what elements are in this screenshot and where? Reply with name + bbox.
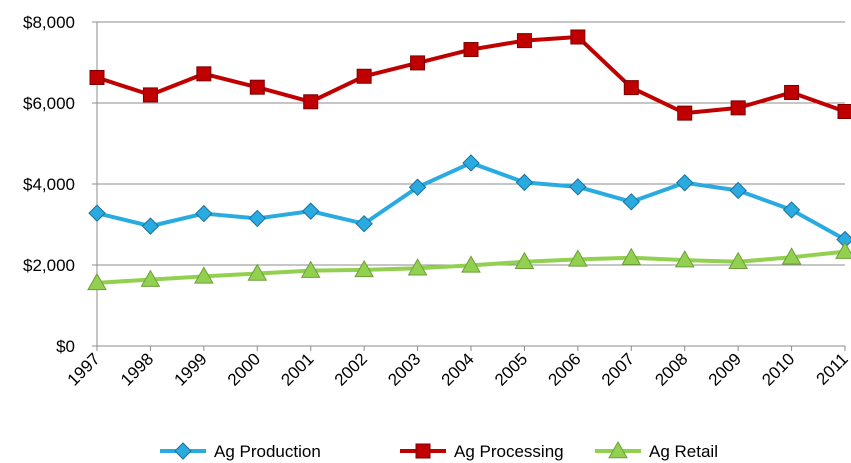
data-point	[89, 69, 105, 85]
data-point	[782, 201, 801, 219]
series-ag-retail	[87, 241, 851, 291]
data-point	[141, 217, 160, 235]
data-point	[515, 173, 534, 192]
x-tick-label: 2005	[491, 349, 531, 389]
data-point	[140, 269, 161, 287]
data-point	[676, 174, 694, 192]
data-point	[461, 255, 481, 273]
data-point	[677, 105, 693, 121]
data-point	[249, 79, 265, 95]
x-tick-label: 1998	[117, 349, 157, 389]
data-point	[730, 100, 746, 116]
data-point	[407, 258, 428, 276]
x-tick-label: 1999	[171, 349, 211, 389]
legend-item: Ag Processing	[400, 442, 564, 461]
gridlines	[97, 21, 845, 266]
legend-label: Ag Processing	[454, 442, 564, 461]
x-tick-label: 2007	[598, 349, 638, 389]
data-point	[728, 251, 749, 270]
data-point	[248, 209, 266, 228]
data-point	[356, 68, 372, 84]
data-point	[196, 66, 212, 82]
data-point	[462, 154, 480, 172]
data-point	[302, 202, 320, 220]
data-point	[781, 247, 802, 265]
x-tick-label: 2003	[384, 349, 424, 389]
x-tick-label: 2001	[277, 349, 317, 389]
y-tick-label: $0	[56, 337, 75, 356]
x-tick-label: 2006	[545, 349, 585, 389]
series-line	[96, 160, 846, 242]
data-point	[837, 104, 851, 120]
data-point	[570, 29, 586, 45]
series-layer	[87, 29, 851, 291]
y-tick-label: $4,000	[23, 175, 75, 194]
data-point	[355, 214, 373, 233]
data-point	[87, 272, 107, 291]
data-point	[784, 84, 800, 100]
data-point	[195, 204, 213, 223]
legend-swatch-marker	[608, 440, 628, 459]
data-point	[567, 249, 588, 267]
data-point	[193, 266, 214, 284]
data-point	[408, 178, 427, 196]
x-tick-label: 2004	[438, 349, 478, 389]
data-point	[410, 55, 426, 71]
y-axis: $0 $2,000 $4,000 $6,000 $8,000	[23, 13, 98, 356]
data-point	[247, 263, 268, 281]
data-point	[142, 87, 158, 103]
data-point	[569, 178, 587, 196]
data-point	[300, 260, 321, 278]
data-point	[463, 42, 479, 58]
legend-label: Ag Production	[214, 442, 321, 461]
x-tick-label: 2000	[224, 349, 264, 389]
data-point	[835, 241, 851, 259]
data-point	[621, 247, 642, 265]
data-point	[623, 80, 639, 96]
legend-swatch-marker	[174, 442, 192, 460]
data-point	[674, 250, 695, 268]
series-ag-production	[88, 154, 851, 249]
data-point	[88, 204, 106, 222]
x-tick-label: 2009	[705, 349, 745, 389]
series-ag-processing	[89, 29, 851, 121]
legend-item: Ag Production	[160, 442, 321, 461]
x-axis: 1997 1998 1999 2000 2001 2002 2003 2004 2005 2006…	[64, 345, 851, 390]
legend-label: Ag Retail	[649, 442, 718, 461]
x-tick-label: 2010	[758, 349, 798, 389]
x-tick-label: 2008	[651, 349, 691, 389]
legend-item: Ag Retail	[595, 440, 718, 461]
y-tick-label: $2,000	[23, 256, 75, 275]
legend: Ag Production Ag Processing Ag Retail	[160, 440, 718, 461]
data-point	[514, 251, 535, 270]
x-tick-label: 2011	[813, 349, 851, 388]
x-tick-label: 2002	[331, 349, 371, 389]
legend-swatch-marker	[415, 443, 431, 459]
y-tick-label: $6,000	[23, 94, 75, 113]
data-point	[622, 193, 640, 211]
data-point	[729, 181, 747, 200]
data-point	[516, 33, 532, 49]
y-tick-label: $8,000	[23, 13, 75, 32]
data-point	[303, 94, 319, 110]
data-point	[354, 259, 375, 278]
